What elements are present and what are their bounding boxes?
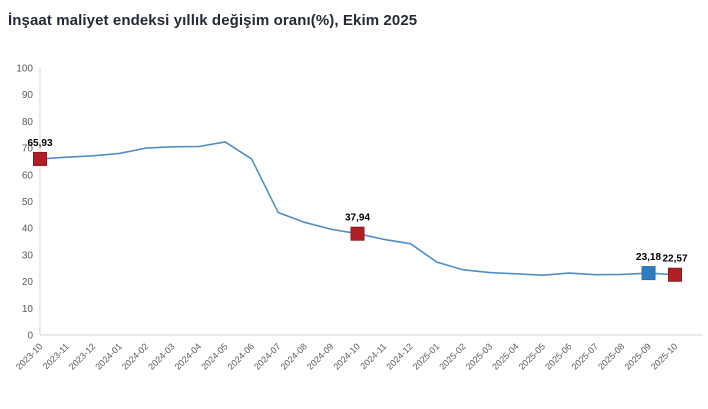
data-point-marker-2025-09 xyxy=(641,266,656,281)
y-tick-label: 70 xyxy=(22,144,34,155)
x-tick-label: 2025-06 xyxy=(543,341,573,371)
y-tick-label: 60 xyxy=(22,170,34,181)
data-point-marker-2025-10 xyxy=(668,267,682,282)
y-tick-label: 30 xyxy=(22,250,34,261)
x-tick-label: 2024-04 xyxy=(173,341,203,371)
x-tick-label: 2025-01 xyxy=(411,341,441,371)
y-tick-label: 40 xyxy=(22,224,34,235)
data-point-label-2023-10: 65,93 xyxy=(27,138,52,149)
x-tick-label: 2025-09 xyxy=(623,341,653,371)
y-tick-label: 100 xyxy=(16,64,33,75)
data-line-series xyxy=(39,141,676,276)
chart-title: İnşaat maliyet endeksi yıllık değişim or… xyxy=(8,12,418,29)
x-tick-label: 2024-08 xyxy=(279,341,309,371)
x-tick-label: 2024-02 xyxy=(120,341,150,371)
y-tick-label: 20 xyxy=(22,277,34,288)
x-tick-label: 2025-03 xyxy=(464,341,494,371)
x-tick-label: 2024-12 xyxy=(384,341,414,371)
data-point-label-2025-09: 23,18 xyxy=(636,252,661,263)
x-tick-label: 2024-07 xyxy=(252,341,282,371)
x-tick-label: 2025-10 xyxy=(649,341,679,371)
y-tick-label: 80 xyxy=(22,117,34,128)
data-point-marker-2024-10 xyxy=(350,226,365,241)
x-tick-label: 2024-06 xyxy=(226,341,256,371)
x-tick-label: 2023-10 xyxy=(14,341,44,371)
x-tick-label: 2025-04 xyxy=(490,341,520,371)
x-tick-label: 2025-08 xyxy=(596,341,626,371)
x-tick-label: 2024-03 xyxy=(146,341,176,371)
x-tick-label: 2023-11 xyxy=(41,341,71,371)
x-tick-label: 2025-05 xyxy=(517,341,547,371)
x-tick-label: 2023-12 xyxy=(67,341,97,371)
y-tick-label: 50 xyxy=(22,197,34,208)
x-tick-label: 2024-05 xyxy=(199,341,229,371)
x-tick-label: 2025-07 xyxy=(570,341,600,371)
x-tick-label: 2025-02 xyxy=(437,341,467,371)
x-tick-label: 2024-01 xyxy=(93,341,123,371)
y-tick-label: 0 xyxy=(27,331,33,342)
x-tick-label: 2024-09 xyxy=(305,341,335,371)
y-tick-label: 10 xyxy=(22,304,34,315)
data-point-marker-2023-10 xyxy=(33,151,47,166)
data-point-label-2025-10: 22,57 xyxy=(662,254,687,265)
y-tick-label: 90 xyxy=(22,90,34,101)
x-tick-label: 2024-10 xyxy=(331,341,361,371)
data-point-label-2024-10: 37,94 xyxy=(345,213,370,224)
x-tick-label: 2024-11 xyxy=(358,341,388,371)
